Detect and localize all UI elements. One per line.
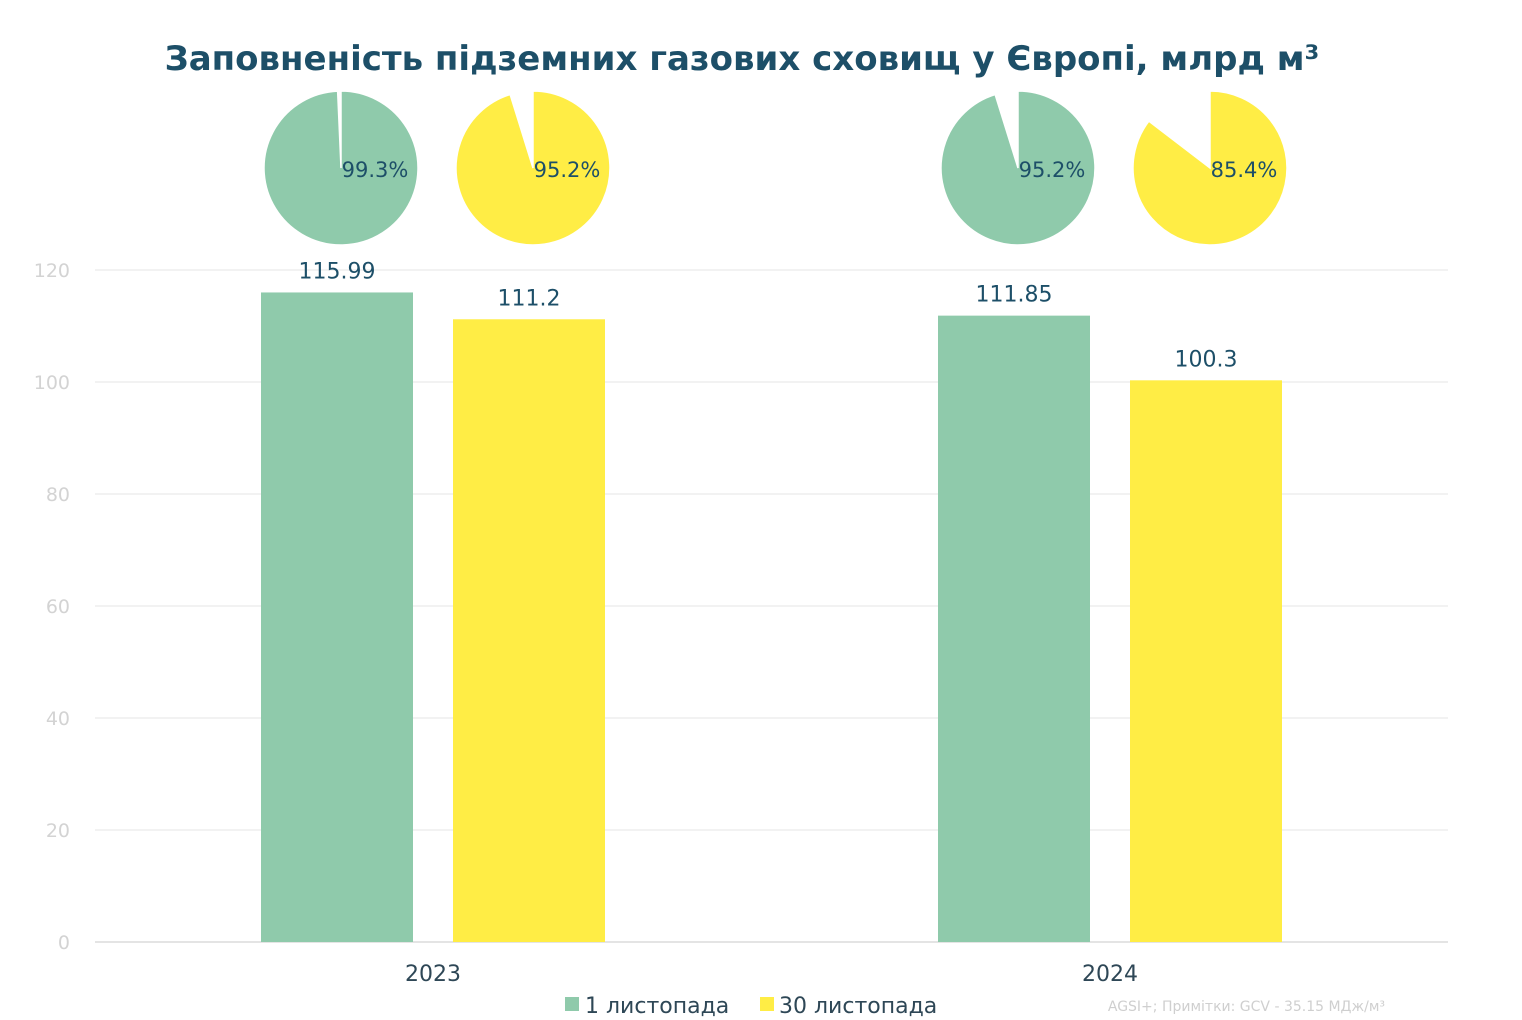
- pie-percent-label: 95.2%: [1019, 158, 1086, 182]
- pie-percent-label: 85.4%: [1211, 158, 1278, 182]
- bar-2023-series-2: [453, 319, 605, 942]
- bar-value-label: 111.85: [976, 283, 1053, 308]
- pie-filled-slice: [940, 90, 1096, 246]
- x-axis-categories: 2023 2024: [405, 962, 1138, 987]
- bar-value-label: 115.99: [299, 259, 376, 284]
- pie-2024-series-1: 95.2%: [940, 90, 1096, 246]
- x-category-label: 2023: [405, 962, 461, 987]
- bar-2023-series-1: [261, 292, 413, 942]
- bars: [261, 292, 1282, 942]
- legend-swatch-1-november: [565, 997, 579, 1011]
- pie-filled-slice: [1132, 90, 1288, 246]
- legend-swatch-30-november: [760, 997, 774, 1011]
- source-note: AGSI+; Примітки: GCV - 35.15 МДж/м³: [1108, 999, 1385, 1015]
- legend-label-1-november: 1 листопада: [585, 994, 729, 1019]
- bar-2024-series-1: [938, 315, 1090, 942]
- pie-percent-label: 99.3%: [342, 158, 409, 182]
- y-tick-label: 80: [46, 484, 70, 506]
- pie-filled-slice: [455, 90, 611, 246]
- y-tick-label: 60: [46, 596, 70, 618]
- y-tick-label: 20: [46, 820, 70, 842]
- bar-value-label: 111.2: [498, 286, 561, 311]
- legend: 1 листопада 30 листопада: [565, 994, 937, 1019]
- pie-2023-series-2: 95.2%: [455, 90, 611, 246]
- y-tick-label: 40: [46, 708, 70, 730]
- y-tick-label: 0: [58, 932, 70, 954]
- y-axis-ticks: 0 20 40 60 80 100 120: [34, 260, 70, 954]
- pie-2023-series-1: 99.3%: [263, 90, 419, 246]
- data-labels: 115.99 111.2 111.85 100.3: [299, 259, 1238, 372]
- fill-pies: 99.3% 95.2% 95.2% 85.4%: [263, 90, 1288, 246]
- pie-2024-series-2: 85.4%: [1132, 90, 1288, 246]
- bar-value-label: 100.3: [1175, 347, 1238, 372]
- pie-filled-slice: [263, 90, 419, 246]
- x-category-label: 2024: [1082, 962, 1138, 987]
- bar-2024-series-2: [1130, 380, 1282, 942]
- y-tick-label: 120: [34, 260, 70, 282]
- pie-percent-label: 95.2%: [534, 158, 601, 182]
- legend-label-30-november: 30 листопада: [779, 994, 937, 1019]
- chart-title: Заповненість підземних газових сховищ у …: [165, 39, 1320, 79]
- y-tick-label: 100: [34, 372, 70, 394]
